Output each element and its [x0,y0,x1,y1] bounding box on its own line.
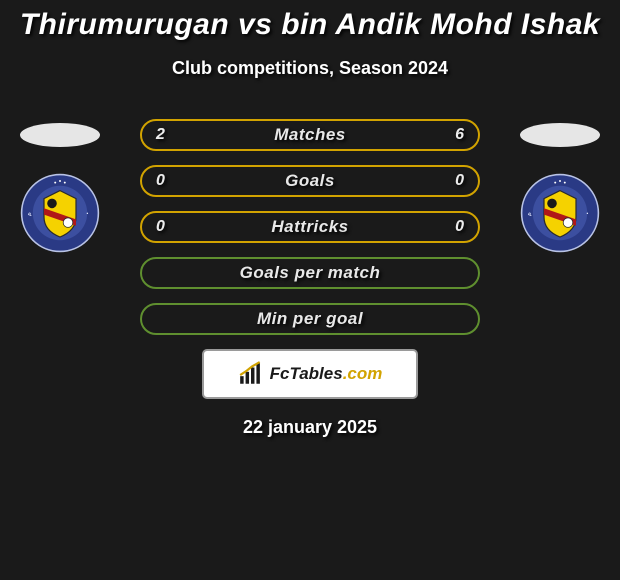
stat-right-value: 0 [455,172,464,190]
bars-icon [238,361,264,387]
stat-pill: 0 Hattricks 0 [140,211,480,243]
subtitle: Club competitions, Season 2024 [0,58,620,79]
player-right-flag [520,123,600,147]
stat-left-value: 0 [156,218,165,236]
stat-left-value: 2 [156,126,165,144]
stat-label: Matches [274,125,346,145]
snapshot-date: 22 january 2025 [0,417,620,438]
stat-pill: Min per goal [140,303,480,335]
stat-left-value: 0 [156,172,165,190]
stat-pill: 0 Goals 0 [140,165,480,197]
stat-pill: Goals per match [140,257,480,289]
club-crest-right: P • [520,173,600,253]
stat-label: Goals per match [240,263,381,283]
brand-text: FcTables.com [270,364,383,384]
brand-suffix: .com [343,364,383,383]
widget-root: Thirumurugan vs bin Andik Mohd Ishak Clu… [0,0,620,438]
brand-name: FcTables [270,364,343,383]
stat-pill: 2 Matches 6 [140,119,480,151]
stat-right-value: 6 [455,126,464,144]
page-title: Thirumurugan vs bin Andik Mohd Ishak [0,8,620,42]
stat-label: Goals [285,171,335,191]
stat-right-value: 0 [455,218,464,236]
stat-label: Min per goal [257,309,363,329]
player-left-flag [20,123,100,147]
stat-label: Hattricks [271,217,348,237]
brand-badge[interactable]: FcTables.com [202,349,418,399]
club-crest-left: P • [20,173,100,253]
comparison-area: P • P • 2 Matches 6 0 Goals 0 0 Hattricks 0 Goals… [0,119,620,438]
